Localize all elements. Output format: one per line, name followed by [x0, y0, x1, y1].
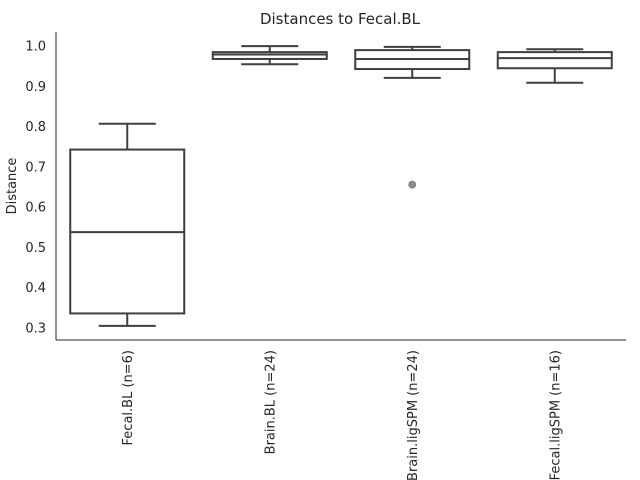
- x-tick-label: Fecal.BL (n=6): [121, 350, 136, 445]
- y-axis-ticks: 0.3 0.4 0.5 0.6 0.7 0.8 0.9 1.0: [25, 40, 46, 337]
- y-tick-label: 1.0: [25, 40, 46, 55]
- y-tick-label: 0.3: [25, 321, 46, 336]
- box-group: [496, 48, 613, 84]
- box-group: [211, 45, 328, 66]
- y-tick-label: 0.7: [25, 160, 46, 175]
- y-tick-label: 0.5: [25, 241, 46, 256]
- y-tick-label: 0.4: [25, 281, 46, 296]
- box-group: [354, 45, 471, 189]
- box-group: [69, 122, 186, 327]
- y-tick-label: 0.8: [25, 120, 46, 135]
- x-axis-tick-labels: Fecal.BL (n=6) Brain.BL (n=24) Brain.ligSP…: [121, 350, 564, 480]
- x-tick-label: Fecal.ligSPM (n=16): [548, 350, 563, 480]
- box-iqr: [211, 51, 328, 60]
- x-tick-label: Brain.ligSPM (n=24): [406, 350, 421, 480]
- y-tick-label: 0.9: [25, 80, 46, 95]
- chart-title: Distances to Fecal.BL: [260, 10, 421, 28]
- outlier-point: [408, 180, 417, 189]
- x-tick-label: Brain.BL (n=24): [263, 350, 278, 454]
- box-iqr: [496, 51, 613, 70]
- y-tick-label: 0.6: [25, 201, 46, 216]
- y-axis-label: Distance: [5, 158, 20, 215]
- box-series: [69, 45, 613, 327]
